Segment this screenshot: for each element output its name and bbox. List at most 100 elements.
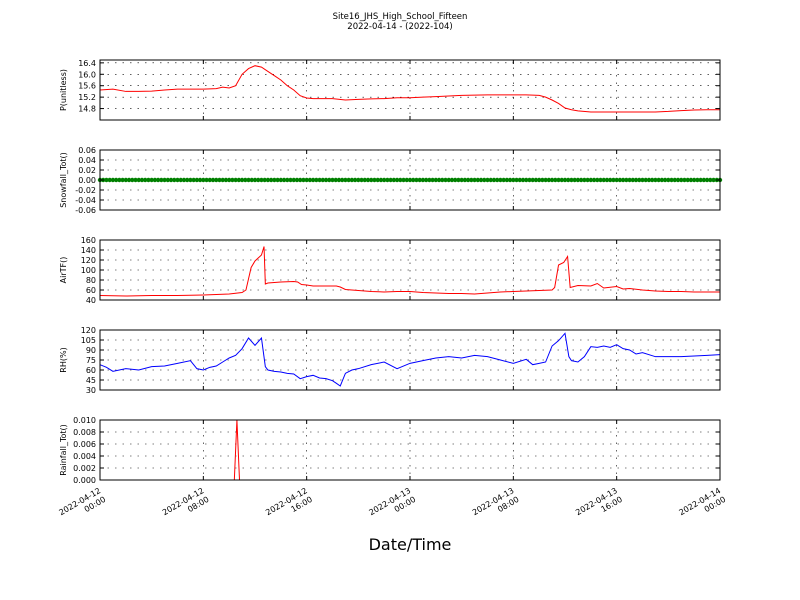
data-point xyxy=(327,177,332,183)
y-tick-label: 0.000 xyxy=(73,476,96,485)
data-point xyxy=(330,177,335,183)
data-point xyxy=(501,177,506,183)
data-point xyxy=(498,177,503,183)
data-point xyxy=(204,177,209,183)
data-point xyxy=(278,177,284,183)
data-point xyxy=(236,177,242,183)
data-point xyxy=(536,177,542,183)
data-point xyxy=(485,177,490,183)
y-tick-label: 120 xyxy=(81,256,96,265)
data-point xyxy=(149,177,154,183)
y-tick-label: 14.8 xyxy=(78,105,96,114)
data-point xyxy=(595,177,600,183)
data-point xyxy=(404,177,409,183)
data-point xyxy=(136,177,141,183)
data-point xyxy=(246,177,251,183)
data-point xyxy=(210,177,216,183)
data-point xyxy=(566,177,571,183)
data-point xyxy=(349,177,355,183)
data-point xyxy=(675,177,681,183)
data-point xyxy=(165,177,171,183)
data-point xyxy=(126,177,132,183)
data-point xyxy=(336,177,342,183)
x-tick-label: 2022-04-1308:00 xyxy=(471,486,521,526)
data-point xyxy=(352,177,358,183)
data-point xyxy=(285,177,290,183)
data-point xyxy=(143,177,148,183)
data-point xyxy=(268,177,274,183)
y-tick-label: 0.002 xyxy=(73,464,96,473)
data-point xyxy=(323,177,329,183)
data-point xyxy=(201,177,206,183)
y-tick-label: 16.4 xyxy=(78,59,96,68)
data-point xyxy=(378,177,384,183)
data-point xyxy=(243,177,248,183)
data-point xyxy=(620,177,626,183)
y-tick-label: -0.02 xyxy=(75,186,96,195)
data-point xyxy=(110,177,116,183)
data-point xyxy=(559,177,564,183)
data-point xyxy=(304,177,309,183)
data-point xyxy=(262,177,267,183)
y-tick-label: 105 xyxy=(81,336,96,345)
data-point xyxy=(520,177,526,183)
y-tick-label: 0.008 xyxy=(73,428,96,437)
y-tick-label: 0.00 xyxy=(78,176,96,185)
data-point xyxy=(601,177,606,183)
data-point xyxy=(123,177,129,183)
y-tick-label: 90 xyxy=(86,346,96,355)
data-point xyxy=(569,177,574,183)
data-point xyxy=(507,177,513,183)
data-point xyxy=(533,177,539,183)
data-point xyxy=(146,177,151,183)
y-tick-label: 45 xyxy=(86,376,96,385)
data-point xyxy=(672,177,677,183)
y-tick-label: 30 xyxy=(86,386,96,395)
data-point xyxy=(433,177,439,183)
y-axis-label: Rainfall_Tot() xyxy=(59,424,68,476)
x-tick-label: 2022-04-1400:00 xyxy=(677,486,727,526)
data-point xyxy=(162,177,167,183)
data-point xyxy=(369,177,374,183)
data-point xyxy=(281,177,287,183)
y-tick-label: 160 xyxy=(81,236,96,245)
data-point xyxy=(624,177,629,183)
y-axis-label: AirTF() xyxy=(59,257,68,284)
x-tick-labels: 2022-04-1200:00 2022-04-1208:00 2022-04-12… xyxy=(57,486,727,526)
data-point xyxy=(291,177,296,183)
data-point xyxy=(168,177,174,183)
data-point xyxy=(301,177,306,183)
data-point xyxy=(427,177,432,183)
data-point xyxy=(446,177,451,183)
data-point xyxy=(475,177,481,183)
data-point xyxy=(249,177,254,183)
data-point xyxy=(649,177,655,183)
data-point xyxy=(346,177,351,183)
data-point xyxy=(617,177,623,183)
data-point xyxy=(411,177,416,183)
data-point xyxy=(449,177,455,183)
data-point xyxy=(310,177,316,183)
x-tick-label: 2022-04-1316:00 xyxy=(574,486,624,526)
data-point xyxy=(152,177,158,183)
data-point xyxy=(633,177,639,183)
y-tick-label: 0.04 xyxy=(78,156,96,165)
data-point xyxy=(104,177,109,183)
data-point xyxy=(591,177,597,183)
data-point xyxy=(627,177,632,183)
data-point xyxy=(417,177,422,183)
data-point xyxy=(155,177,161,183)
y-axis-label: P(unitless) xyxy=(59,69,68,111)
data-point xyxy=(317,177,322,183)
data-point xyxy=(217,177,222,183)
data-point xyxy=(362,177,367,183)
data-point xyxy=(372,177,377,183)
data-point xyxy=(294,177,300,183)
data-point xyxy=(546,177,552,183)
data-point xyxy=(230,177,235,183)
data-point xyxy=(188,177,193,183)
panel-rainfall: 0.000 0.002 0.004 0.006 0.008 0.010 Rainfall_T… xyxy=(59,416,721,485)
data-point xyxy=(517,177,522,183)
